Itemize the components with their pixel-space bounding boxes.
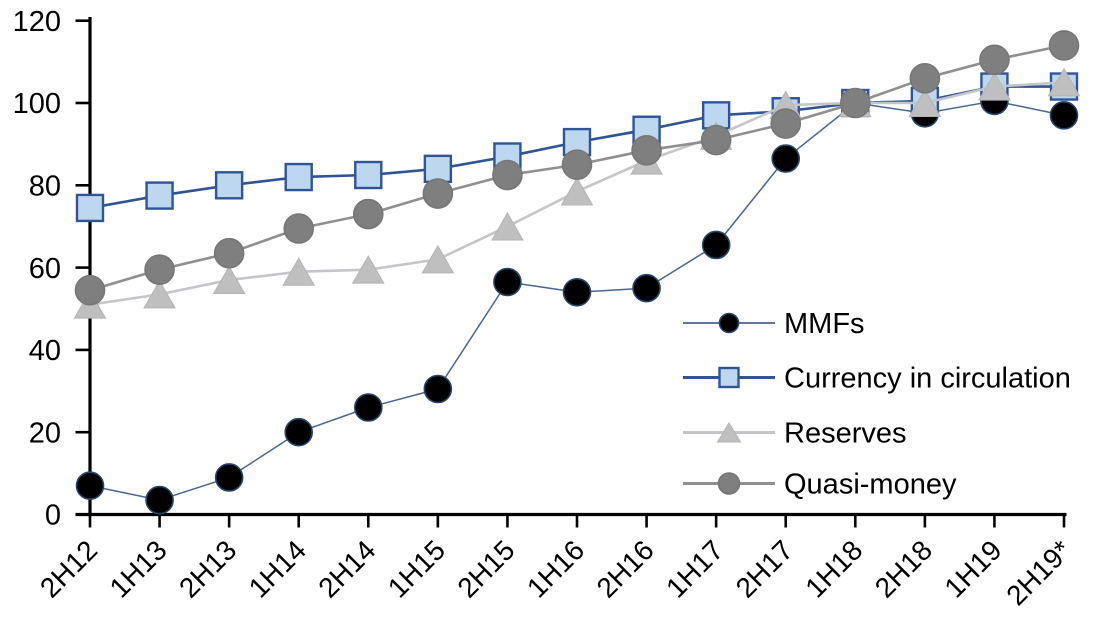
marker-reserves (143, 279, 176, 309)
marker-mmfs (75, 471, 105, 500)
x-tick-label: 2H16 (591, 534, 660, 603)
x-tick-label: 2H15 (451, 534, 520, 603)
x-tick-label: 2H18 (869, 534, 938, 603)
marker-reserves (908, 88, 942, 117)
x-tick-label: 2H12 (34, 534, 103, 603)
y-tick-label: 40 (29, 335, 61, 367)
y-tick-label: 80 (29, 170, 61, 202)
y-tick-label: 60 (29, 253, 61, 285)
series-mmfs (75, 86, 1079, 515)
marker-mmfs (214, 463, 244, 492)
x-tick-label: 1H18 (799, 534, 868, 603)
marker-quasi-money (979, 44, 1010, 76)
marker-mmfs (1049, 101, 1079, 130)
legend-label-quasi-money: Quasi-money (784, 469, 957, 501)
legend-item-mmfs: MMFs (683, 308, 865, 340)
marker-reserves (1047, 67, 1081, 97)
marker-reserves (212, 265, 246, 294)
y-tick-label: 120 (13, 6, 61, 38)
marker-mmfs (353, 393, 383, 422)
legend-item-quasi-money: Quasi-money (683, 469, 957, 501)
y-tick-label: 20 (29, 417, 61, 449)
marker-currency-in-circulation (423, 154, 453, 184)
x-tick-label: 1H17 (660, 534, 729, 603)
marker-reserves (560, 176, 594, 206)
marker-quasi-money (352, 198, 384, 230)
legend-marker-mmfs (718, 312, 740, 334)
legend-marker-currency-in-circulation (718, 366, 740, 389)
marker-quasi-money (492, 159, 523, 191)
legend-marker-quasi-money (717, 472, 741, 495)
series-quasi-money (74, 30, 1080, 306)
marker-quasi-money (422, 178, 454, 209)
x-tick-label: 1H13 (104, 534, 173, 603)
marker-quasi-money (700, 124, 732, 156)
marker-mmfs (701, 230, 731, 260)
y-tick-label: 0 (45, 500, 61, 532)
legend: MMFs Currency in circulation Reserves Quasi… (683, 308, 1071, 501)
marker-reserves (978, 72, 1011, 101)
x-tick-label: 2H14 (312, 534, 381, 603)
x-tick-label: 1H14 (243, 534, 312, 603)
marker-mmfs (771, 144, 801, 173)
legend-label-reserves: Reserves (784, 418, 907, 450)
x-tick-label: 1H19 (938, 534, 1007, 603)
marker-reserves (351, 255, 385, 284)
marker-mmfs (632, 273, 661, 303)
legend-item-currency-in-circulation: Currency in circulation (683, 363, 1071, 395)
marker-mmfs (562, 277, 592, 307)
x-tick-label: 1H15 (382, 534, 451, 603)
marker-quasi-money (1048, 30, 1080, 61)
marker-mmfs (493, 267, 522, 297)
y-tick-label: 100 (13, 88, 61, 120)
marker-currency-in-circulation (354, 160, 383, 190)
legend-item-reserves: Reserves (683, 418, 907, 450)
marker-quasi-money (909, 63, 941, 94)
marker-quasi-money (283, 213, 315, 244)
marker-mmfs (423, 374, 453, 404)
legend-marker-reserves (716, 422, 742, 443)
marker-currency-in-circulation (145, 181, 174, 210)
marker-reserves (491, 211, 524, 241)
marker-mmfs (284, 417, 314, 447)
x-tick-label: 2H13 (173, 534, 242, 603)
marker-mmfs (145, 485, 174, 515)
legend-label-mmfs: MMFs (784, 308, 865, 340)
marker-reserves (421, 244, 455, 274)
marker-quasi-money (144, 254, 175, 285)
marker-quasi-money (839, 87, 871, 119)
legend-label-currency-in-circulation: Currency in circulation (784, 363, 1071, 395)
marker-currency-in-circulation (214, 171, 244, 200)
marker-quasi-money (213, 237, 245, 269)
x-tick-label: 1H16 (521, 534, 590, 603)
x-tick-label: 2H17 (730, 534, 799, 603)
marker-currency-in-circulation (75, 193, 105, 223)
marker-quasi-money (631, 135, 662, 166)
marker-quasi-money (561, 149, 593, 181)
marker-reserves (282, 257, 316, 286)
marker-quasi-money (74, 274, 106, 306)
marker-currency-in-circulation (284, 162, 313, 192)
x-tick-label: 2H19* (1000, 534, 1077, 611)
marker-quasi-money (770, 108, 802, 139)
